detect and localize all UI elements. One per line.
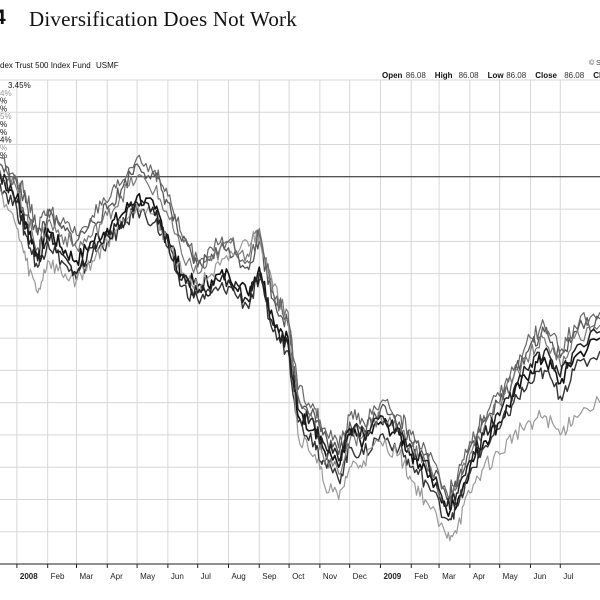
series-lines — [0, 154, 600, 542]
ohlc-value: 86.08 — [506, 71, 527, 80]
x-tick-label: May — [140, 572, 155, 581]
chapter-number: 4 — [0, 6, 6, 30]
chart-header: dex Trust 500 Index Fund USMF © SC Open8… — [0, 59, 600, 80]
chart-frame: dex Trust 500 Index Fund USMF © SC Open8… — [0, 56, 600, 600]
plot-area — [0, 80, 600, 564]
legend-value: % — [0, 97, 7, 106]
legend-value: % — [0, 128, 7, 137]
x-tick-label: Mar — [79, 572, 93, 581]
x-tick-label: Feb — [51, 572, 65, 581]
ohlc-value: 86.08 — [459, 71, 480, 80]
series-line-1 — [0, 176, 600, 518]
ohlc-label: Open — [382, 71, 403, 80]
legend-value: 3.45% — [8, 81, 31, 90]
x-tick-label: 2008 — [20, 572, 38, 581]
legend-value: % — [0, 104, 7, 113]
x-tick-label: Dec — [353, 572, 367, 581]
x-axis: 2008 Feb Mar Apr May Jun Jul Aug Sep Oct Nov Dec 200… — [16, 564, 574, 581]
legend-value: 4% — [0, 89, 12, 98]
ohlc-value: 86.08 — [406, 71, 427, 80]
ohlc-label: High — [435, 71, 453, 80]
x-tick-label: Oct — [292, 572, 305, 581]
x-tick-label: Apr — [110, 572, 123, 581]
ohlc-label: Low — [488, 71, 505, 80]
x-tick-label: May — [503, 572, 518, 581]
ohlc-readout: Open86.08High86.08Low86.08Close86.08Chg–… — [382, 71, 600, 80]
x-tick-label: 2009 — [383, 572, 401, 581]
chart-svg: dex Trust 500 Index Fund USMF © SC Open8… — [0, 59, 600, 581]
fund-label: dex Trust 500 Index Fund USMF — [0, 61, 119, 70]
ohlc-value: 86.08 — [564, 71, 585, 80]
ohlc-label: Close — [535, 71, 557, 80]
legend-value: 5% — [0, 112, 12, 121]
x-tick-label: Jul — [563, 572, 573, 581]
source-label: © SC — [589, 59, 600, 67]
x-tick-label: Sep — [262, 572, 277, 581]
series-line-2 — [0, 183, 600, 521]
fund-label-suffix: USMF — [96, 61, 119, 70]
fund-label-text: dex Trust 500 Index Fund — [0, 61, 91, 70]
legend-value: % — [0, 143, 7, 152]
x-tick-label: Mar — [442, 572, 456, 581]
x-tick-label: Jun — [171, 572, 184, 581]
x-tick-label: Aug — [231, 572, 245, 581]
x-tick-label: Jul — [201, 572, 211, 581]
series-line-7 — [0, 154, 600, 499]
x-tick-label: Apr — [473, 572, 486, 581]
series-line-6 — [0, 173, 600, 511]
legend-value: 4% — [0, 136, 12, 145]
legend-value: % — [0, 151, 7, 160]
x-tick-label: Jun — [533, 572, 546, 581]
ohlc-label: Chg — [593, 71, 600, 80]
x-tick-label: Feb — [414, 572, 428, 581]
x-tick-label: Nov — [323, 572, 337, 581]
legend-value: % — [0, 120, 7, 129]
chapter-title: Diversification Does Not Work — [29, 7, 297, 31]
legend-values: 3.45%4%%%5%%%4%%% — [0, 81, 31, 160]
